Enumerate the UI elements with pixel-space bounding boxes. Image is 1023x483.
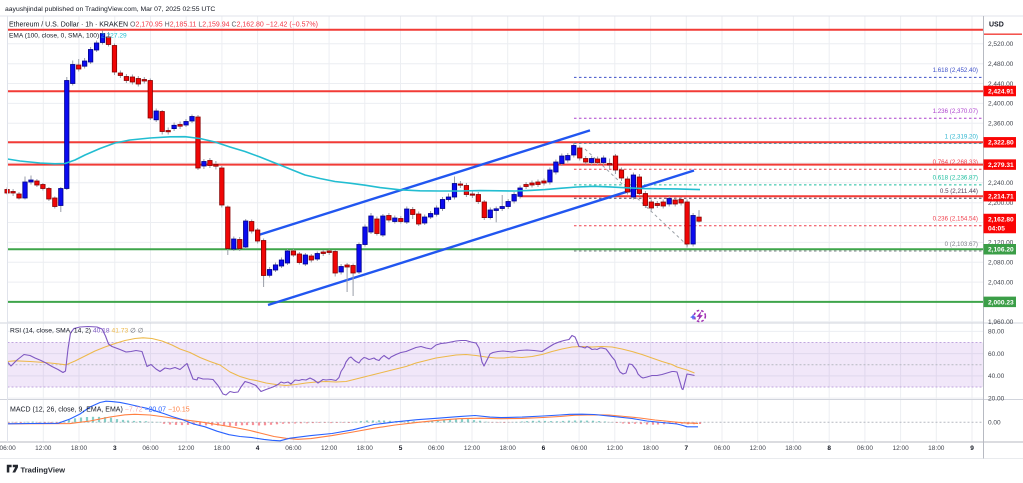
svg-text:06:00: 06:00 [714,445,731,452]
svg-text:18:00: 18:00 [500,445,517,452]
svg-text:4: 4 [256,445,260,452]
svg-text:2,000.23: 2,000.23 [988,299,1014,306]
svg-text:40.00: 40.00 [988,373,1005,380]
svg-text:06:00: 06:00 [142,445,159,452]
svg-text:0.5 (2,211.44): 0.5 (2,211.44) [940,188,978,195]
svg-text:04:05: 04:05 [988,225,1005,232]
svg-text:0 (2,103.67): 0 (2,103.67) [945,241,978,248]
svg-text:12:00: 12:00 [750,445,767,452]
svg-text:18:00: 18:00 [214,445,231,452]
svg-text:1.236 (2,370.07): 1.236 (2,370.07) [933,108,978,115]
svg-text:80.00: 80.00 [988,329,1005,336]
svg-text:9: 9 [970,445,974,452]
svg-text:5: 5 [399,445,403,452]
svg-text:2,240.00: 2,240.00 [988,180,1014,187]
svg-text:06:00: 06:00 [571,445,588,452]
svg-text:18:00: 18:00 [928,445,945,452]
svg-text:0.00: 0.00 [988,420,1001,427]
svg-text:8: 8 [827,445,831,452]
svg-text:12:00: 12:00 [464,445,481,452]
svg-text:12:00: 12:00 [321,445,338,452]
svg-text:12:00: 12:00 [178,445,195,452]
svg-text:06:00: 06:00 [857,445,874,452]
svg-text:18:00: 18:00 [642,445,659,452]
svg-text:6: 6 [542,445,546,452]
svg-text:EMA (100, close, 0, SMA, 100): EMA (100, close, 0, SMA, 100) 2,227.29 [9,33,127,40]
svg-text:18:00: 18:00 [785,445,802,452]
svg-text:2,279.31: 2,279.31 [988,162,1014,169]
svg-text:7: 7 [684,445,688,452]
svg-text:18:00: 18:00 [357,445,374,452]
svg-text:12:00: 12:00 [607,445,624,452]
svg-text:2,520.00: 2,520.00 [988,41,1014,48]
svg-text:2,322.80: 2,322.80 [988,140,1014,147]
svg-text:MACD (12, 26, close, 9, EMA, E: MACD (12, 26, close, 9, EMA, EMA) −7.72 … [10,407,190,414]
svg-text:2,040.00: 2,040.00 [988,279,1014,286]
svg-text:0.236 (2,154.54): 0.236 (2,154.54) [933,216,978,223]
svg-text:18:00: 18:00 [71,445,88,452]
svg-text:aayushjindal published on Trad: aayushjindal published on TradingView.co… [5,6,215,13]
svg-text:2,106.20: 2,106.20 [988,247,1014,254]
svg-text:1.618 (2,452.40): 1.618 (2,452.40) [933,67,978,74]
svg-text:2,214.71: 2,214.71 [988,194,1014,201]
svg-text:12:00: 12:00 [35,445,52,452]
svg-text:3: 3 [113,445,117,452]
svg-text:1,960.00: 1,960.00 [988,319,1014,326]
svg-text:2,400.00: 2,400.00 [988,101,1014,108]
svg-text:06:00: 06:00 [0,445,16,452]
svg-text:RSI (14, close, SMA, 14, 2) 40: RSI (14, close, SMA, 14, 2) 40.18 41.73 … [10,328,144,335]
svg-text:2,480.00: 2,480.00 [988,61,1014,68]
svg-text:12:00: 12:00 [892,445,909,452]
svg-text:06:00: 06:00 [285,445,302,452]
svg-text:USD: USD [989,22,1004,29]
svg-text:1 (2,319.20): 1 (2,319.20) [945,133,978,140]
svg-text:60.00: 60.00 [988,351,1005,358]
svg-text:06:00: 06:00 [428,445,445,452]
svg-text:2,080.00: 2,080.00 [988,260,1014,267]
svg-text:0.618 (2,236.87): 0.618 (2,236.87) [933,175,978,182]
svg-text:2,424.91: 2,424.91 [988,88,1014,95]
svg-text:20.00: 20.00 [988,395,1005,402]
svg-text:2,162.80: 2,162.80 [988,217,1014,224]
svg-text:2,360.00: 2,360.00 [988,121,1014,128]
svg-text:Ethereum / U.S. Dollar · 1h ·: Ethereum / U.S. Dollar · 1h · KRAKEN O2,… [9,22,318,29]
svg-text:TradingView: TradingView [21,465,66,474]
